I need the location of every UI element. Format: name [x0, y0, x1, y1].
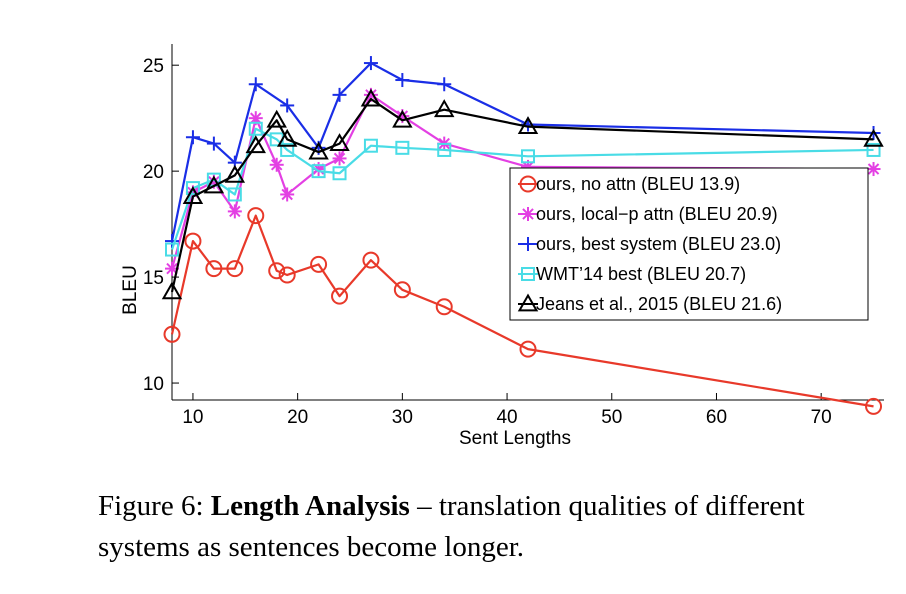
data-point	[310, 255, 328, 273]
x-tick-label: 30	[392, 407, 413, 428]
axes: 10 20 30 40 50 60 70 10 15 20 25 Sent Lengths BLEU	[120, 44, 884, 449]
data-point	[185, 181, 200, 196]
data-point	[363, 56, 378, 71]
caption-text: – translation qualities of different sys…	[98, 490, 805, 563]
data-point	[395, 140, 410, 155]
legend-entry: ours, best system (BLEU 23.0)	[518, 234, 781, 254]
series-4	[161, 88, 884, 300]
legend-marker	[521, 207, 535, 221]
data-point	[280, 187, 295, 202]
data-point	[280, 98, 295, 113]
x-axis-title: Sent Lengths	[459, 428, 571, 449]
data-point	[205, 260, 223, 278]
data-point	[332, 166, 347, 181]
x-tick-label: 70	[811, 407, 832, 428]
series-line	[170, 93, 874, 269]
data-point	[248, 77, 263, 92]
caption-prefix: Figure 6:	[98, 490, 211, 522]
data-point	[280, 142, 295, 157]
data-point	[245, 135, 266, 154]
data-point	[276, 128, 298, 147]
data-point	[395, 73, 410, 88]
legend-label: ours, best system (BLEU 23.0)	[536, 234, 781, 254]
data-point	[332, 87, 347, 102]
data-point	[268, 262, 286, 280]
x-tick-label: 40	[496, 407, 517, 428]
data-point	[311, 164, 326, 179]
caption-bold-title: Length Analysis	[210, 490, 410, 522]
legend-label: WMT’14 best (BLEU 20.7)	[536, 264, 746, 284]
y-tick-label: 10	[143, 374, 164, 395]
legend-marker	[519, 175, 537, 193]
x-tick-label: 20	[287, 407, 308, 428]
data-point	[392, 109, 413, 128]
series-0	[163, 207, 883, 415]
legend-label: ours, no attn (BLEU 13.9)	[536, 174, 740, 194]
legend-entry: ours, local−p attn (BLEU 20.9)	[518, 204, 778, 224]
data-point	[331, 287, 349, 305]
x-tick-label: 10	[182, 407, 203, 428]
data-point	[517, 116, 539, 135]
data-point	[393, 281, 411, 299]
bleu-length-chart: 10 20 30 40 50 60 70 10 15 20 25 Sent Lengths BLEU o…	[120, 44, 884, 449]
legend-label: Jeans et al., 2015 (BLEU 21.6)	[536, 294, 782, 314]
data-point	[278, 266, 296, 284]
x-tick-label: 50	[601, 407, 622, 428]
data-point	[435, 298, 453, 316]
legend-entry: WMT’14 best (BLEU 20.7)	[518, 264, 746, 284]
data-point	[165, 234, 179, 249]
y-tick-label: 20	[143, 162, 164, 183]
data-point	[165, 242, 179, 257]
legend: ours, no attn (BLEU 13.9) ours, local−p a…	[509, 167, 869, 321]
legend-marker	[521, 267, 535, 281]
data-point	[203, 175, 225, 194]
data-point	[865, 397, 883, 415]
y-tick-label: 25	[143, 56, 164, 77]
data-point	[247, 207, 265, 225]
data-point	[227, 204, 242, 219]
data-point	[163, 325, 181, 343]
data-point	[161, 281, 183, 300]
data-point	[863, 128, 884, 147]
data-point	[437, 142, 452, 157]
data-point	[362, 251, 380, 269]
data-point	[184, 232, 202, 250]
data-point	[519, 340, 537, 358]
data-point	[269, 157, 284, 172]
y-axis-title: BLEU	[120, 265, 141, 315]
legend-marker	[517, 293, 539, 312]
figure-caption: Figure 6: Length Analysis – translation …	[98, 486, 898, 568]
legend-entry: ours, no attn (BLEU 13.9)	[518, 174, 740, 194]
data-point	[332, 151, 347, 166]
data-point	[248, 121, 263, 136]
data-point	[866, 126, 881, 140]
data-point	[363, 138, 378, 153]
data-point	[182, 186, 204, 204]
plot-area	[161, 56, 884, 415]
data-point	[224, 164, 246, 183]
data-point	[866, 142, 881, 157]
x-tick-label: 60	[706, 407, 727, 428]
legend-entry: Jeans et al., 2015 (BLEU 21.6)	[517, 293, 782, 314]
data-point	[437, 77, 452, 92]
data-point	[434, 99, 455, 118]
legend-box	[509, 167, 869, 321]
data-point	[360, 88, 382, 107]
data-point	[866, 162, 881, 177]
data-point	[308, 141, 329, 160]
legend-label: ours, local−p attn (BLEU 20.9)	[536, 204, 778, 224]
y-tick-label: 15	[143, 268, 164, 289]
data-point	[227, 187, 242, 202]
legend-marker	[521, 237, 535, 251]
data-point	[266, 109, 287, 128]
data-point	[226, 260, 244, 278]
data-point	[521, 149, 535, 164]
data-point	[185, 130, 200, 145]
data-point	[329, 133, 350, 151]
data-point	[206, 136, 221, 151]
series-2	[165, 56, 881, 249]
